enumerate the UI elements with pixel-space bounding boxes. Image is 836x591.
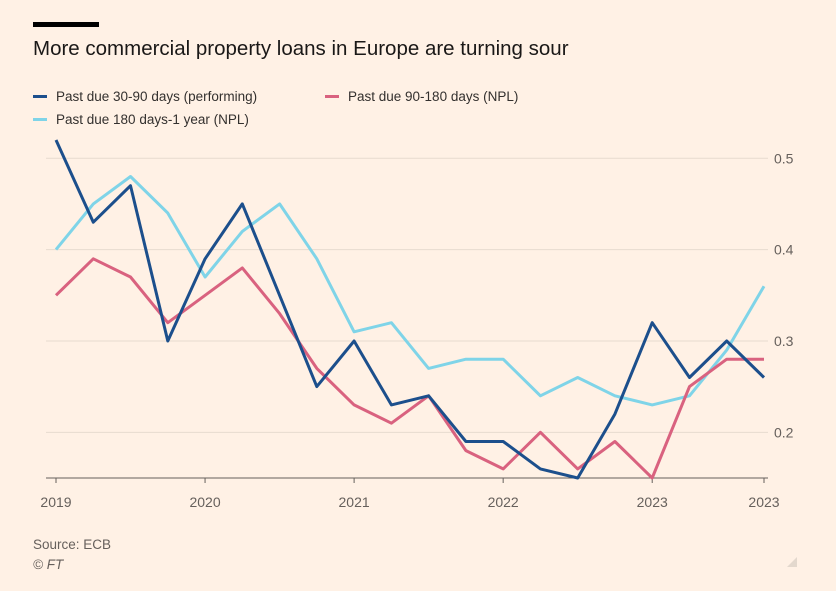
title-rule xyxy=(33,22,99,27)
series-line-90-180 xyxy=(54,257,764,480)
legend-swatch-90-180 xyxy=(325,95,339,98)
legend-label-90-180: Past due 90-180 days (NPL) xyxy=(348,89,519,104)
y-tick-label: 0.5 xyxy=(774,150,794,166)
series-lines xyxy=(54,139,766,480)
resize-corner-icon xyxy=(787,557,797,567)
y-axis: 0.2 0.3 0.4 0.5 xyxy=(774,150,794,440)
chart-title: More commercial property loans in Europe… xyxy=(33,37,569,60)
x-tick-label: 2022 xyxy=(488,494,519,510)
legend-item-30-90: Past due 30-90 days (performing) xyxy=(33,89,257,104)
legend-swatch-180-1y xyxy=(33,118,47,121)
legend-label-30-90: Past due 30-90 days (performing) xyxy=(56,89,258,104)
x-tick-label: 2020 xyxy=(189,494,220,510)
y-tick-label: 0.2 xyxy=(774,424,794,440)
y-tick-label: 0.4 xyxy=(774,242,794,258)
x-axis: 2019 2020 2021 2022 2023 2023 xyxy=(40,477,780,510)
legend-item-90-180: Past due 90-180 days (NPL) xyxy=(325,89,518,104)
chart-legend: Past due 30-90 days (performing) Past du… xyxy=(33,89,793,133)
source-note: Source: ECB xyxy=(33,537,112,552)
series-line-180-1y xyxy=(54,175,766,407)
legend-swatch-30-90 xyxy=(33,95,47,98)
x-tick-label: 2023 xyxy=(748,494,779,510)
x-tick-label: 2023 xyxy=(637,494,668,510)
x-tick-label: 2019 xyxy=(40,494,71,510)
y-tick-label: 0.3 xyxy=(774,333,794,349)
legend-label-180-1y: Past due 180 days-1 year (NPL) xyxy=(56,112,249,127)
series-line-30-90 xyxy=(54,139,766,480)
ft-credit: © FT xyxy=(33,557,64,572)
legend-item-180-1y: Past due 180 days-1 year (NPL) xyxy=(33,112,249,127)
x-tick-label: 2021 xyxy=(339,494,370,510)
